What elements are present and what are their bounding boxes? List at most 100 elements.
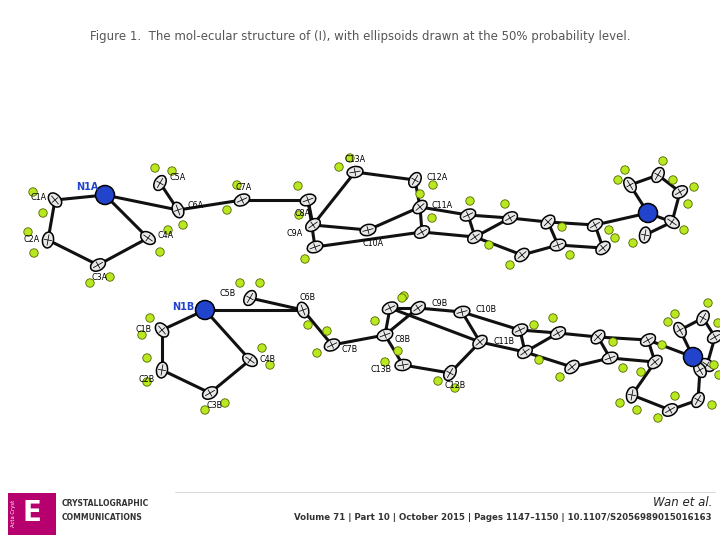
Ellipse shape [42,232,53,248]
Text: C10A: C10A [362,239,384,247]
Circle shape [294,211,303,219]
Circle shape [312,349,321,357]
Text: C8A: C8A [295,208,311,218]
Circle shape [143,354,151,362]
Text: C2B: C2B [139,375,155,384]
Ellipse shape [460,209,476,221]
Ellipse shape [674,322,686,338]
Ellipse shape [347,166,363,178]
FancyBboxPatch shape [8,493,56,535]
Circle shape [24,228,32,236]
Ellipse shape [413,200,427,214]
Text: C2A: C2A [24,235,40,245]
Ellipse shape [541,215,555,229]
Circle shape [179,221,187,229]
Circle shape [549,314,557,322]
Text: Volume 71 | Part 10 | October 2015 | Pages 1147–1150 | 10.1107/S2056989015016163: Volume 71 | Part 10 | October 2015 | Pag… [294,514,712,523]
Circle shape [304,321,312,329]
Circle shape [566,251,575,259]
Ellipse shape [244,291,256,306]
Text: E: E [22,499,42,527]
Circle shape [258,344,266,352]
Circle shape [323,327,331,335]
Circle shape [535,356,543,364]
Ellipse shape [156,362,168,378]
Circle shape [654,414,662,422]
Circle shape [558,223,566,231]
Circle shape [710,361,719,369]
Circle shape [168,167,176,175]
Ellipse shape [468,231,482,244]
Text: C7A: C7A [236,184,252,192]
Ellipse shape [444,366,456,381]
Circle shape [30,249,38,257]
Ellipse shape [639,227,651,243]
Circle shape [335,163,343,171]
Ellipse shape [473,335,487,349]
Ellipse shape [154,176,166,191]
Text: CRYSTALLOGRAPHIC: CRYSTALLOGRAPHIC [62,498,149,508]
Circle shape [714,319,720,327]
Ellipse shape [641,334,655,346]
Ellipse shape [415,226,429,238]
Circle shape [683,348,703,367]
Circle shape [106,273,114,281]
Circle shape [616,399,624,407]
Circle shape [400,292,408,300]
Ellipse shape [662,404,678,416]
Ellipse shape [700,359,714,372]
Circle shape [143,378,151,386]
Text: C12B: C12B [444,381,466,389]
Ellipse shape [550,239,566,251]
Text: C12A: C12A [426,173,448,183]
Circle shape [501,200,509,208]
Circle shape [629,239,637,247]
Circle shape [671,392,679,400]
Circle shape [39,209,48,217]
Text: N1A: N1A [76,182,98,192]
Circle shape [671,310,679,318]
Ellipse shape [377,329,392,341]
Ellipse shape [48,193,62,207]
Ellipse shape [325,339,340,351]
Text: C4B: C4B [260,355,276,364]
Ellipse shape [672,186,688,198]
Ellipse shape [565,360,579,374]
Circle shape [690,183,698,191]
Circle shape [556,373,564,381]
Text: COMMUNICATIONS: COMMUNICATIONS [62,512,143,522]
Circle shape [164,226,172,234]
Ellipse shape [626,387,638,403]
Circle shape [371,317,379,325]
Circle shape [346,154,354,162]
Circle shape [428,214,436,222]
Ellipse shape [624,178,636,192]
Text: C6A: C6A [188,200,204,210]
Ellipse shape [515,248,529,262]
Circle shape [605,226,613,234]
Text: C13B: C13B [370,366,392,375]
Ellipse shape [202,387,217,399]
Text: C11B: C11B [493,338,515,347]
Ellipse shape [588,219,603,231]
Circle shape [221,399,229,407]
Circle shape [222,206,231,214]
Ellipse shape [410,301,426,314]
Circle shape [233,181,241,189]
Circle shape [485,241,493,249]
Ellipse shape [243,354,257,367]
Text: N1B: N1B [172,302,194,312]
Ellipse shape [652,167,665,183]
Circle shape [684,200,692,208]
Circle shape [451,384,459,392]
Ellipse shape [360,224,376,235]
Text: Wan et al.: Wan et al. [652,496,712,509]
Circle shape [256,279,264,287]
Ellipse shape [591,330,605,344]
Circle shape [266,361,274,369]
Circle shape [86,279,94,287]
Circle shape [708,401,716,409]
Ellipse shape [692,393,704,408]
Circle shape [530,321,539,329]
Circle shape [236,279,244,287]
